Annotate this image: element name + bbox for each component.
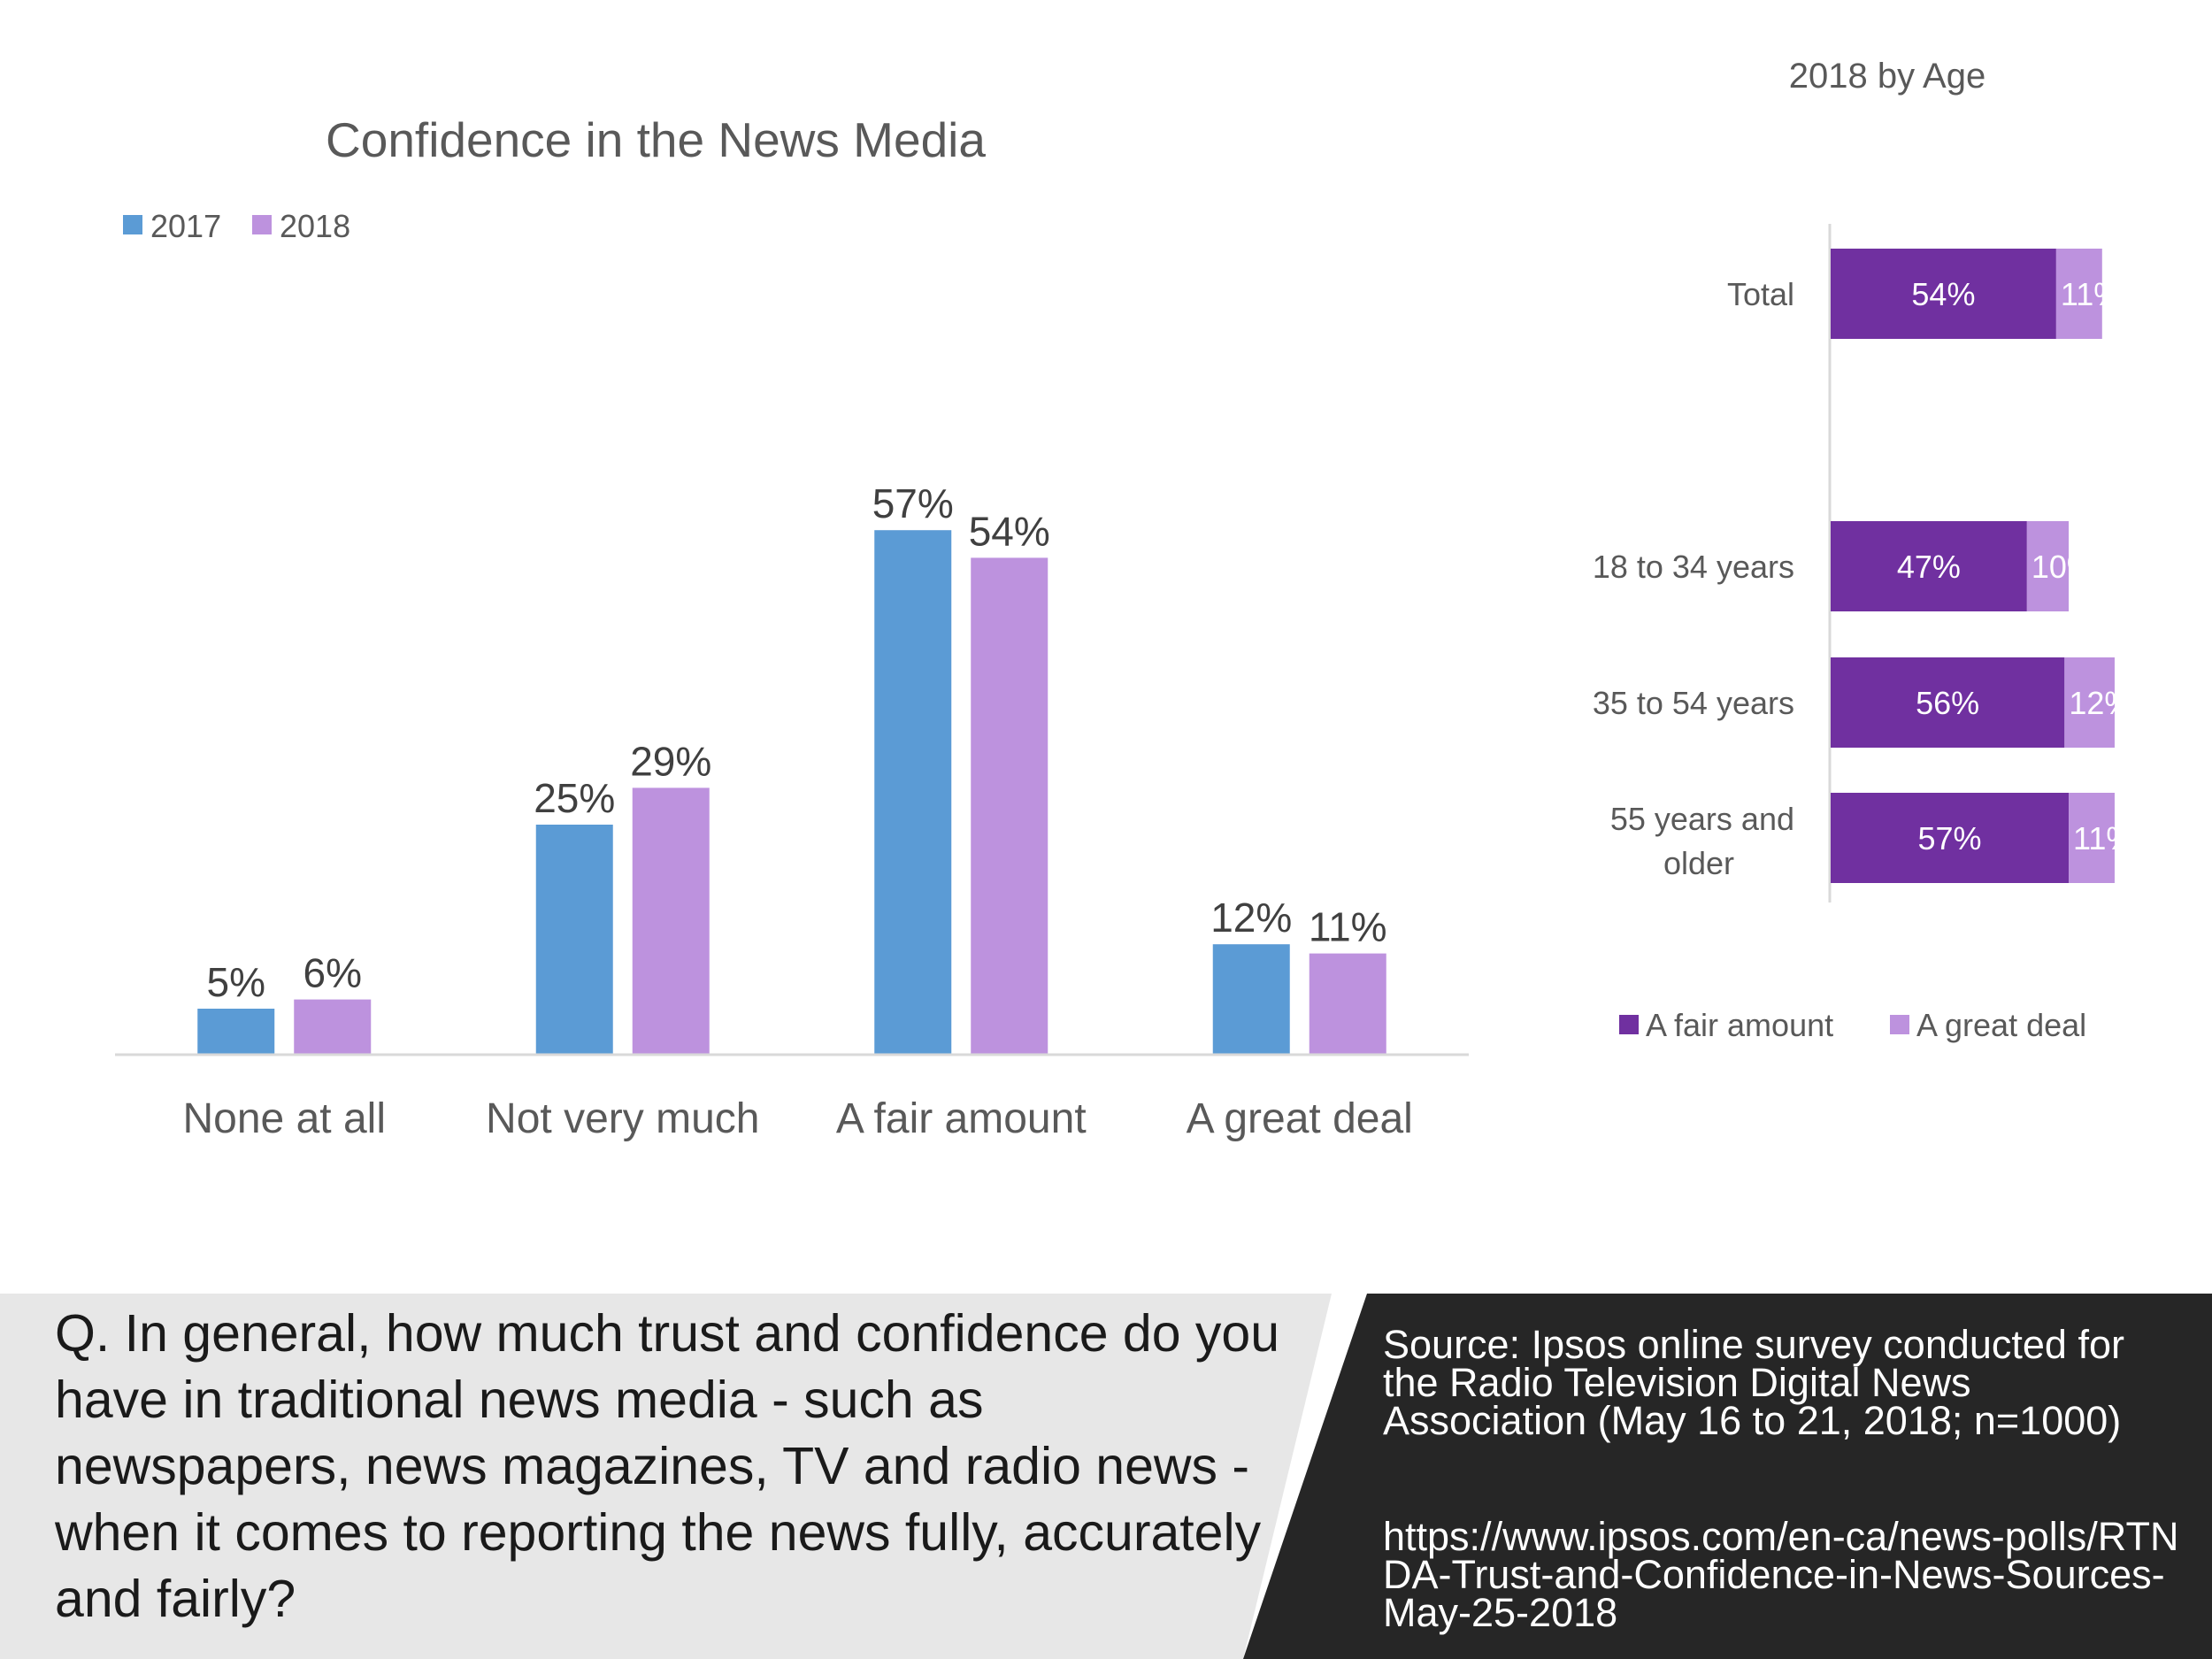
data-label-a-great-deal-2017: 12% <box>1210 895 1292 941</box>
survey-question: Q. In general, how much trust and confid… <box>55 1304 1280 1628</box>
y-tick-18-to-34-years: 18 to 34 years <box>1593 549 1794 585</box>
bar-none-at-all-2017 <box>197 1009 275 1055</box>
data-label-not-very-much-2018: 29% <box>630 738 711 784</box>
source-note: Source: Ipsos online survey conducted fo… <box>1383 1322 2124 1443</box>
y-tick-35-to-54-years: 35 to 54 years <box>1593 685 1794 721</box>
legend-swatch-fair-amount <box>1619 1015 1639 1034</box>
seg-55-years-and-older-a-fair-amount <box>1831 793 2070 883</box>
age-chart-plot: 54% 11% Total 47% 10% 18 to 34 years 56% 12% 35 … <box>1593 249 2134 883</box>
seg-total-a-great-deal <box>2055 249 2102 339</box>
main-chart-plot: 5% 6% None at all 25% 29% Not very much 57% 54%… <box>183 480 1413 1142</box>
seg-label-35-to-54-years-a-fair-amount: 56% <box>1916 685 1979 721</box>
y-tick-total: Total <box>1727 276 1794 312</box>
legend-label-2017: 2017 <box>150 208 221 244</box>
data-label-a-fair-amount-2017: 57% <box>872 480 954 526</box>
seg-55-years-and-older-a-great-deal <box>2069 793 2115 883</box>
bar-none-at-all-2018 <box>294 999 372 1055</box>
legend-swatch-2018 <box>252 215 272 234</box>
legend-label-great-deal: A great deal <box>1916 1007 2086 1043</box>
seg-label-18-to-34-years-a-great-deal: 10% <box>2032 549 2095 585</box>
seg-18-to-34-years-a-fair-amount <box>1831 521 2027 611</box>
age-legend: A fair amount A great deal <box>1619 1007 2086 1043</box>
question-panel <box>0 1294 1332 1659</box>
seg-label-35-to-54-years-a-great-deal: 12% <box>2069 685 2132 721</box>
seg-label-55-years-and-older-a-fair-amount: 57% <box>1917 820 1981 856</box>
main-chart-title: Confidence in the News Media <box>326 112 986 167</box>
seg-label-total-a-fair-amount: 54% <box>1911 276 1975 312</box>
data-label-not-very-much-2017: 25% <box>534 775 615 821</box>
legend-swatch-2017 <box>123 215 142 234</box>
seg-18-to-34-years-a-great-deal <box>2026 521 2070 611</box>
seg-35-to-54-years-a-great-deal <box>2064 657 2115 748</box>
data-label-a-great-deal-2018: 11% <box>1309 904 1387 950</box>
seg-label-55-years-and-older-a-great-deal: 11% <box>2073 820 2134 856</box>
bar-not-very-much-2018 <box>632 787 710 1055</box>
seg-label-18-to-34-years-a-fair-amount: 47% <box>1897 549 1961 585</box>
x-tick-a-fair-amount: A fair amount <box>836 1095 1087 1142</box>
data-label-none-at-all-2017: 5% <box>207 959 265 1005</box>
source-url: https://www.ipsos.com/en-ca/news-polls/R… <box>1383 1514 2179 1635</box>
seg-label-total-a-great-deal: 11% <box>2061 276 2122 312</box>
y-tick-55-years-and-older: 55 years and older <box>1610 801 1794 881</box>
legend-label-fair-amount: A fair amount <box>1646 1007 1833 1043</box>
bar-a-great-deal-2017 <box>1212 944 1290 1055</box>
legend-label-2018: 2018 <box>280 208 350 244</box>
x-tick-not-very-much: Not very much <box>486 1095 759 1142</box>
seg-total-a-fair-amount <box>1831 249 2056 339</box>
source-panel <box>1243 1294 2212 1659</box>
x-tick-none-at-all: None at all <box>183 1095 386 1142</box>
bar-a-fair-amount-2017 <box>874 530 952 1055</box>
x-tick-a-great-deal: A great deal <box>1187 1095 1413 1142</box>
legend-swatch-great-deal <box>1890 1015 1909 1034</box>
bar-not-very-much-2017 <box>535 825 613 1055</box>
bar-a-great-deal-2018 <box>1309 953 1386 1055</box>
seg-35-to-54-years-a-fair-amount <box>1831 657 2065 748</box>
data-label-none-at-all-2018: 6% <box>303 950 362 996</box>
data-label-a-fair-amount-2018: 54% <box>969 508 1050 554</box>
bar-a-fair-amount-2018 <box>971 557 1048 1055</box>
main-legend: 2017 2018 <box>123 208 350 244</box>
age-chart-title: 2018 by Age <box>1789 57 1985 96</box>
